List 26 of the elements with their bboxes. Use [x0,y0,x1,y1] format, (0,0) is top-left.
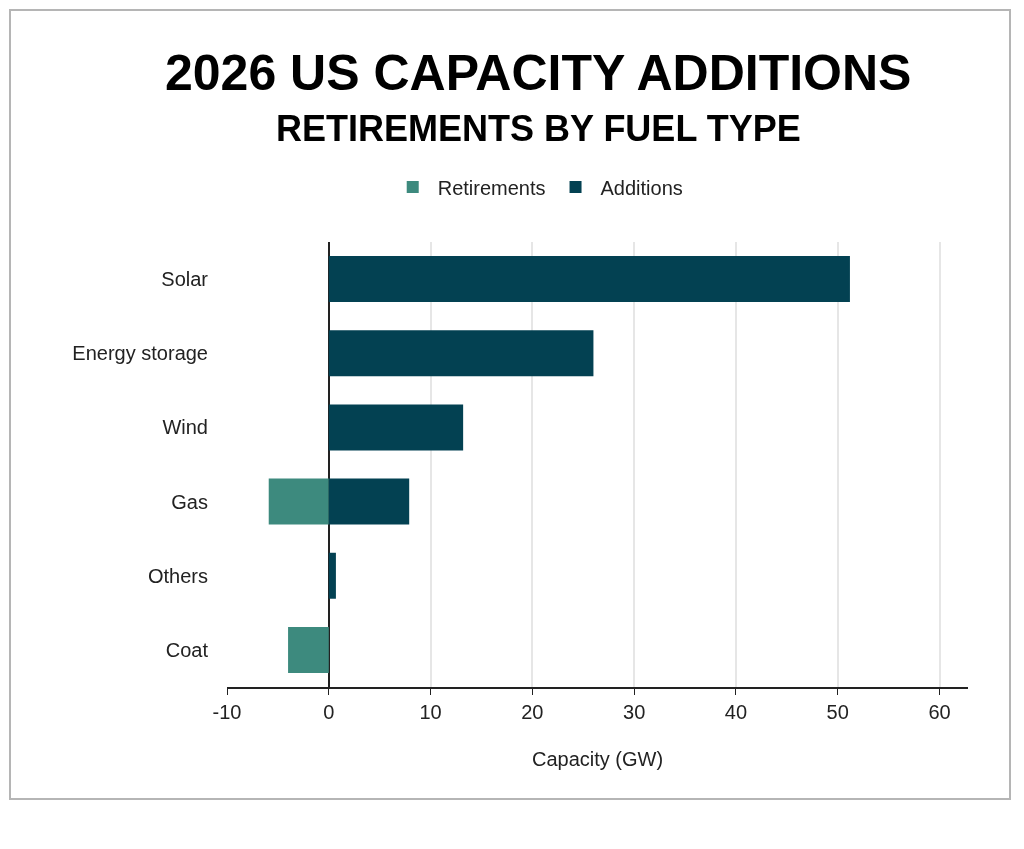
y-tick-label: Coat [165,638,209,661]
x-tick-label: 30 [623,700,646,723]
x-axis-title: Capacity (GW) [531,747,664,770]
x-tick-label: 10 [419,700,442,723]
x-tick-label: 40 [724,700,748,723]
y-tick-label: Gas [171,490,208,513]
bar [328,552,336,599]
bar [328,404,464,451]
y-tick-label: Others [147,564,208,587]
x-tick-label: 0 [323,700,335,723]
x-tick-label: 20 [521,700,544,723]
bar [288,626,329,673]
x-tick-label: 50 [826,700,849,723]
x-tick-label: -10 [212,700,242,723]
y-tick-label: Energy storage [72,342,208,365]
legend-label: Additions [600,176,683,199]
bar [268,478,329,525]
bar [328,478,410,525]
chart-title: 2026 US CAPACITY ADDITIONS [165,45,912,101]
legend-label: Retirements [437,176,546,199]
bar [328,256,850,303]
chart-subtitle: RETIREMENTS BY FUEL TYPE [276,108,801,149]
y-tick-label: Solar [161,268,209,291]
y-tick-label: Wind [162,416,208,439]
x-tick-label: 60 [928,700,951,723]
bar [328,330,594,377]
